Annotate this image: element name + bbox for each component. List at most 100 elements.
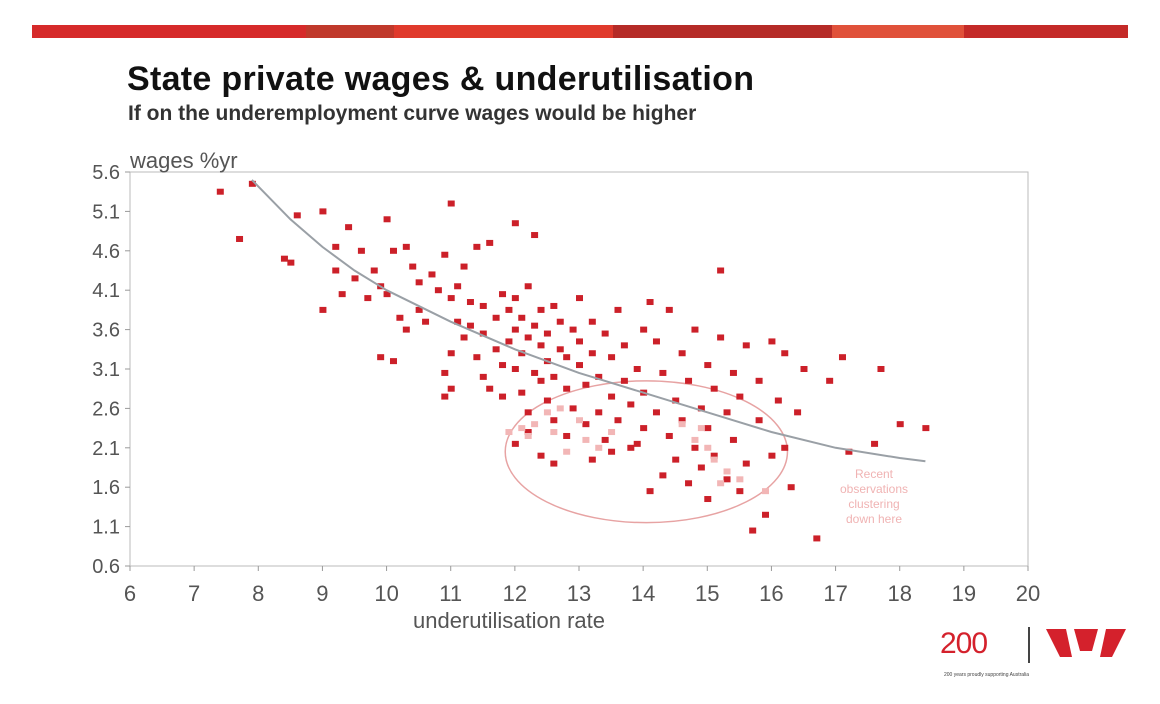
data-point [402, 243, 410, 250]
x-tick-label: 15 [695, 581, 719, 606]
recent-data-point [505, 429, 513, 436]
data-point [563, 432, 571, 439]
y-tick-label: 2.6 [92, 398, 120, 420]
data-point [588, 318, 596, 325]
data-point [620, 342, 628, 349]
chart-title: State private wages & underutilisation [127, 60, 755, 98]
recent-data-point [736, 476, 744, 483]
data-point [434, 287, 442, 294]
y-tick-label: 2.1 [92, 438, 120, 460]
data-point [838, 354, 846, 361]
data-point [608, 354, 616, 361]
data-point [704, 425, 712, 432]
recent-data-point [556, 405, 564, 412]
data-point [896, 421, 904, 428]
data-point [537, 377, 545, 384]
data-point [563, 385, 571, 392]
recent-data-point [543, 409, 551, 416]
data-point [633, 366, 641, 372]
plot-area: 0.6 1.1 1.6 2.1 2.6 3.1 3.6 4.1 4.6 5.1 5.6 6 7 8 9 10 1… [92, 148, 1040, 633]
data-point [800, 366, 808, 372]
data-point [531, 369, 539, 376]
data-point [364, 295, 372, 302]
fitted-curve [251, 179, 926, 463]
data-point [550, 373, 558, 380]
x-tick-label: 13 [567, 581, 591, 606]
x-tick-label: 9 [316, 581, 328, 606]
chart-subtitle: If on the underemployment curve wages wo… [128, 102, 697, 125]
data-point [685, 377, 693, 384]
data-point [582, 381, 590, 388]
data-point [505, 338, 513, 345]
data-point [691, 444, 699, 451]
data-point [422, 318, 430, 325]
data-point [659, 472, 667, 479]
y-tick-label: 1.6 [92, 477, 120, 499]
data-point [319, 208, 327, 215]
top-bar-segment [963, 25, 1128, 38]
data-point [614, 306, 622, 313]
data-point [447, 385, 455, 392]
data-point [659, 369, 667, 376]
x-tick-label: 16 [759, 581, 783, 606]
data-point [518, 389, 526, 396]
logo-number: 200 [940, 627, 988, 660]
data-point [505, 306, 513, 313]
y-tick-label: 3.6 [92, 320, 120, 342]
data-point [454, 318, 462, 325]
data-point [345, 224, 353, 231]
data-point [486, 385, 494, 392]
data-point [537, 452, 545, 459]
data-point [704, 362, 712, 369]
y-tick-label: 3.1 [92, 359, 120, 381]
annotation-line: observations [840, 482, 908, 496]
data-point [608, 393, 616, 400]
data-point [614, 417, 622, 424]
brand-logo: 200 200 years proudly supporting Austral… [940, 625, 1130, 685]
data-point [248, 180, 256, 187]
data-point [742, 460, 750, 467]
data-point [595, 409, 603, 416]
data-point [576, 295, 583, 302]
x-tick-label: 17 [823, 581, 847, 606]
data-point [608, 448, 616, 455]
data-point [582, 421, 590, 428]
data-point [492, 314, 500, 321]
data-point [736, 488, 744, 495]
westpac-w-icon [1046, 629, 1126, 657]
data-point [543, 397, 551, 404]
data-point [383, 216, 391, 223]
data-point [774, 397, 782, 404]
data-point [665, 306, 673, 313]
data-point [717, 267, 725, 274]
recent-data-point [697, 425, 705, 432]
data-point [524, 283, 532, 290]
x-axis-label: underutilisation rate [413, 608, 605, 633]
data-point [736, 393, 744, 400]
data-point [781, 350, 789, 357]
data-point [646, 488, 654, 495]
x-tick-label: 19 [952, 581, 976, 606]
data-point [633, 440, 641, 447]
logo-divider [1028, 627, 1030, 663]
data-point [768, 338, 776, 345]
data-point [216, 188, 224, 195]
data-point [576, 338, 583, 345]
data-point [755, 417, 763, 424]
data-point [280, 255, 288, 262]
recent-data-point [704, 444, 712, 451]
top-bar-segment [612, 25, 833, 38]
data-point [620, 377, 628, 384]
data-point [293, 212, 301, 219]
data-point [646, 299, 654, 306]
data-point [678, 350, 686, 357]
data-point [415, 306, 423, 313]
annotation-line: clustering [848, 497, 899, 511]
data-point [466, 322, 474, 329]
data-point [563, 354, 571, 361]
x-tick-label: 12 [503, 581, 527, 606]
recent-data-point [608, 429, 616, 436]
data-point [511, 366, 519, 372]
x-tick-label: 6 [124, 581, 136, 606]
recent-data-point [576, 417, 583, 424]
